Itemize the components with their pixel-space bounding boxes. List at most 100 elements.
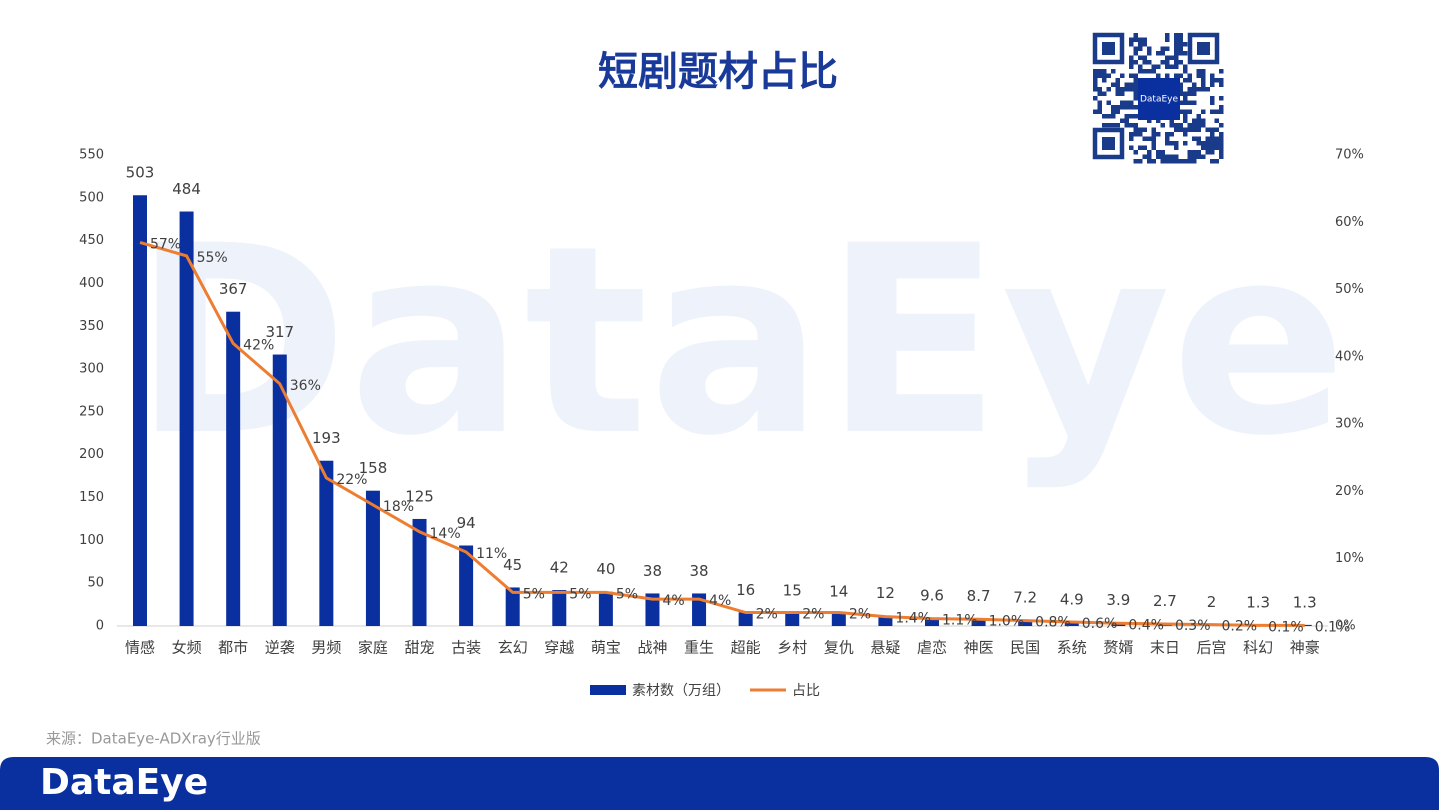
qr-cell [1201,154,1206,159]
bar-value-label: 484 [172,180,201,198]
x-tick-label: 甜宠 [405,639,435,657]
line-value-label: 18% [383,499,414,515]
y2-tick-label: 60% [1335,215,1364,230]
qr-cell [1142,55,1147,60]
qr-cell [1192,136,1197,141]
qr-cell [1219,136,1224,141]
qr-cell [1133,127,1138,132]
qr-cell [1210,159,1215,164]
line-value-label: 5% [569,586,591,602]
qr-cell [1187,150,1192,155]
qr-cell [1097,73,1102,78]
x-tick-label: 悬疑 [870,639,900,657]
qr-cell [1201,118,1206,123]
line [139,241,1305,627]
qr-cell [1147,136,1152,141]
qr-cell [1219,123,1224,128]
qr-logo-box [1138,78,1180,120]
x-tick-label: 复仇 [824,639,854,657]
qr-cell [1093,73,1098,78]
qr-cell [1187,123,1192,128]
qr-cell [1097,100,1102,105]
qr-cell [1192,82,1197,87]
y2-tick-label: 10% [1335,551,1364,566]
qr-cell [1129,145,1134,150]
x-tick-label: 都市 [218,639,248,657]
qr-cell [1129,100,1134,105]
qr-cell [1169,64,1174,69]
qr-cell [1169,55,1174,60]
x-tick-label: 重生 [684,639,714,657]
y2-tick-label: 40% [1335,349,1364,364]
y-tick-label: 200 [79,447,104,462]
qr-cell [1187,127,1192,132]
bar-value-label: 1.3 [1293,593,1317,611]
y-tick-label: 150 [79,490,104,505]
line-value-label: 22% [336,472,367,488]
qr-cell [1093,96,1098,101]
qr-cell [1219,105,1224,110]
x-tick-label: 女频 [172,639,202,657]
qr-cell [1165,46,1170,51]
qr-finder [1092,32,1125,65]
qr-cell [1138,37,1143,42]
bar-value-label: 38 [643,562,662,580]
bar-value-label: 158 [359,459,388,477]
bar-value-label: 2.7 [1153,592,1177,610]
qr-cell [1178,127,1183,132]
qr-cell [1120,105,1125,110]
x-tick-label: 神医 [964,639,994,657]
bar-value-label: 15 [783,582,802,600]
qr-cell [1138,127,1143,132]
qr-cell [1133,114,1138,119]
qr-cell [1178,33,1183,38]
qr-cell [1201,82,1206,87]
qr-cell [1192,87,1197,92]
qr-cell [1205,150,1210,155]
qr-cell [1129,114,1134,119]
y-tick-label: 450 [79,233,104,248]
qr-cell [1169,132,1174,137]
qr-cell [1138,145,1143,150]
qr-cell [1156,118,1161,123]
x-tick-label: 超能 [731,639,761,657]
qr-cell [1205,87,1210,92]
watermark: DataEye [133,191,1347,493]
bar-value-label: 12 [876,584,895,602]
qr-cell [1187,78,1192,83]
qr-cell [1133,82,1138,87]
bar-value-label: 503 [126,164,155,182]
qr-cell [1093,109,1098,114]
qr-cell [1138,64,1143,69]
qr-cell [1210,96,1215,101]
y2-tick-label: 30% [1335,417,1364,432]
qr-cell [1192,150,1197,155]
qr-cell [1165,55,1170,60]
qr-cell [1151,145,1156,150]
qr-cell [1147,154,1152,159]
qr-cell [1183,64,1188,69]
qr-cell [1147,60,1152,65]
y-tick-label: 500 [79,190,104,205]
qr-cell [1192,159,1197,164]
qr-code: DataEye [1090,30,1228,168]
qr-cell [1142,127,1147,132]
qr-cell [1183,114,1188,119]
qr-cell [1115,82,1120,87]
x-tick-label: 末日 [1150,639,1180,657]
qr-cell [1183,127,1188,132]
qr-cell [1219,96,1224,101]
qr-cell [1165,37,1170,42]
y-tick-label: 0 [96,619,104,634]
qr-cell [1102,69,1107,74]
x-tick-label: 逆袭 [265,639,295,657]
qr-cell [1219,150,1224,155]
bar [552,590,567,626]
bar-value-label: 42 [550,559,569,577]
bar [226,311,241,626]
qr-cell [1142,136,1147,141]
bar [1018,619,1033,626]
x-tick-label: 萌宝 [591,639,621,657]
qr-cell [1174,64,1179,69]
bar-value-label: 8.7 [967,587,991,605]
